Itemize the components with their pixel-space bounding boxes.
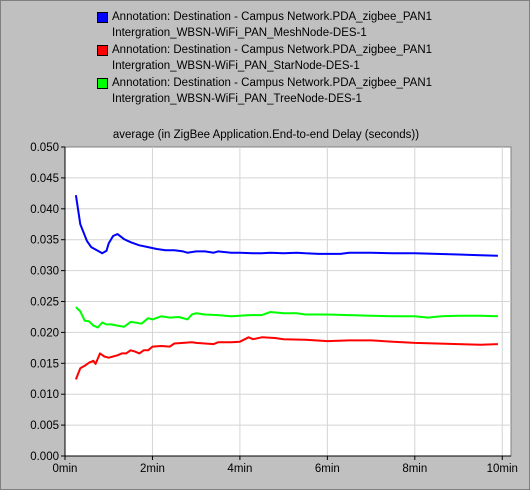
y-tick-label: 0.045 [30,173,59,185]
y-tick-label: 0.010 [30,389,59,401]
x-tick-label: 10min [487,463,518,475]
y-tick-label: 0.015 [30,358,59,370]
y-tick-label: 0.040 [30,204,59,216]
y-tick-label: 0.000 [30,451,59,463]
x-tick-label: 0min [53,463,78,475]
x-tick-label: 4min [227,463,252,475]
x-tick-label: 8min [402,463,427,475]
y-tick-label: 0.050 [30,142,59,154]
x-tick-label: 6min [315,463,340,475]
y-tick-label: 0.005 [30,420,59,432]
y-tick-label: 0.030 [30,266,59,278]
x-tick-label: 2min [140,463,165,475]
y-tick-label: 0.020 [30,327,59,339]
y-tick-label: 0.035 [30,235,59,247]
y-tick-label: 0.025 [30,297,59,309]
